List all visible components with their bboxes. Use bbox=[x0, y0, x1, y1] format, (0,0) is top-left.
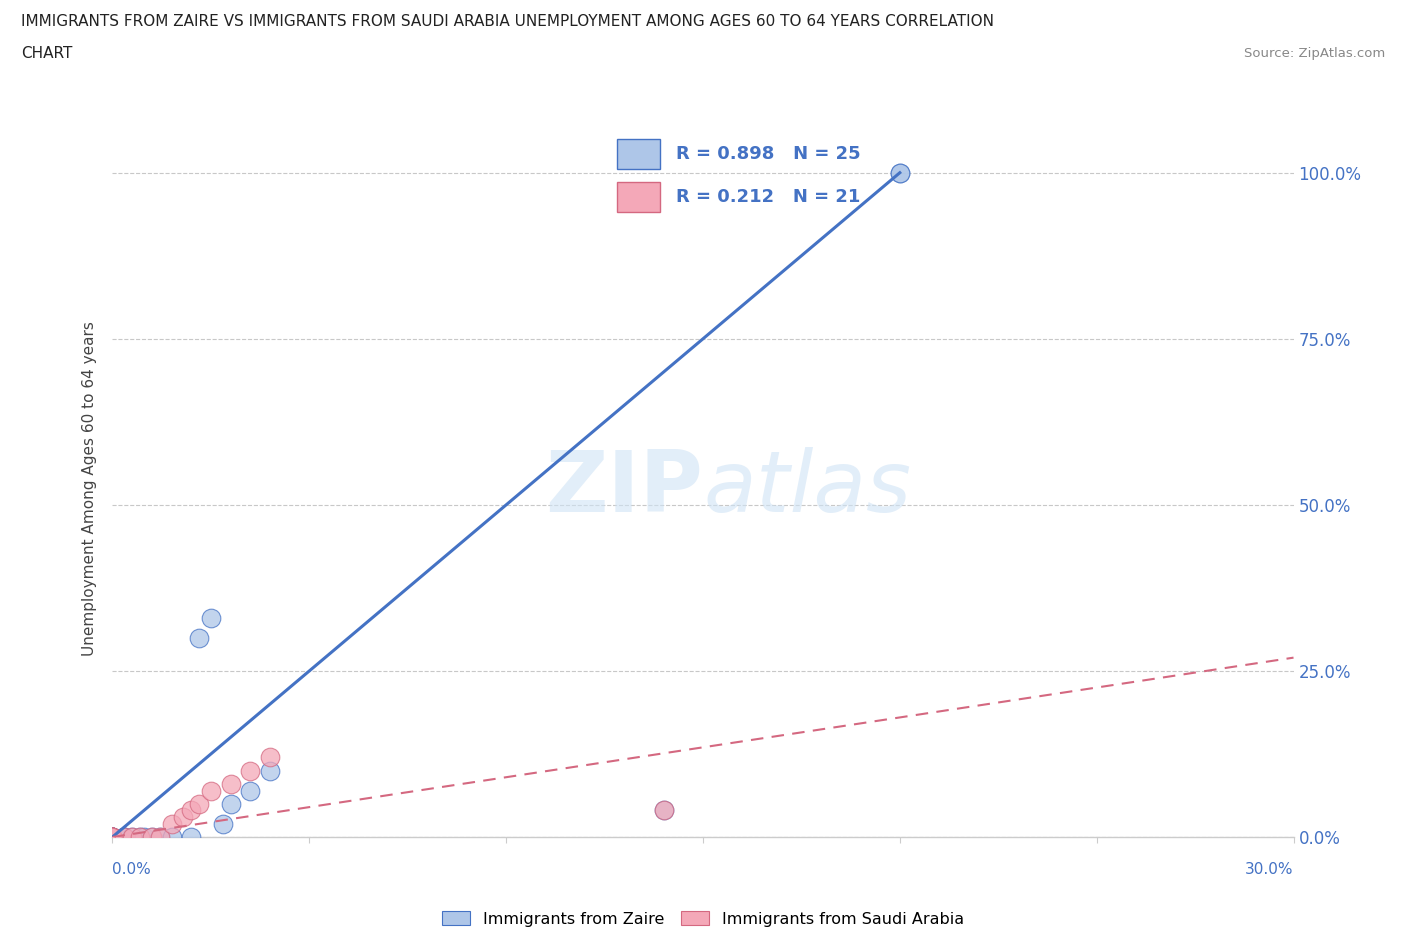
Point bbox=[259, 750, 281, 764]
Point bbox=[101, 830, 124, 844]
Point bbox=[101, 830, 124, 844]
Point bbox=[188, 796, 211, 811]
Point bbox=[259, 764, 281, 778]
Point bbox=[121, 830, 143, 844]
Text: R = 0.898   N = 25: R = 0.898 N = 25 bbox=[676, 145, 860, 164]
Point bbox=[101, 830, 124, 844]
Point bbox=[239, 783, 262, 798]
Point bbox=[160, 817, 183, 831]
Point bbox=[141, 830, 163, 844]
Point bbox=[101, 830, 124, 844]
Text: Source: ZipAtlas.com: Source: ZipAtlas.com bbox=[1244, 46, 1385, 60]
Point bbox=[121, 830, 143, 844]
Point bbox=[188, 631, 211, 645]
Point bbox=[101, 830, 124, 844]
Point bbox=[180, 830, 202, 844]
FancyBboxPatch shape bbox=[617, 182, 661, 212]
Text: 0.0%: 0.0% bbox=[112, 862, 152, 877]
Text: ZIP: ZIP bbox=[546, 446, 703, 530]
FancyBboxPatch shape bbox=[617, 140, 661, 169]
Point bbox=[101, 830, 124, 844]
Point bbox=[101, 830, 124, 844]
Point bbox=[889, 166, 911, 180]
Point bbox=[112, 830, 135, 844]
Point bbox=[101, 830, 124, 844]
Text: CHART: CHART bbox=[21, 46, 73, 61]
Point bbox=[219, 796, 242, 811]
Point bbox=[141, 830, 163, 844]
Point bbox=[129, 830, 152, 844]
Point bbox=[219, 777, 242, 791]
Point bbox=[101, 830, 124, 844]
Point bbox=[149, 830, 172, 844]
Point bbox=[172, 810, 194, 825]
Point bbox=[149, 830, 172, 844]
Y-axis label: Unemployment Among Ages 60 to 64 years: Unemployment Among Ages 60 to 64 years bbox=[82, 321, 97, 656]
Text: IMMIGRANTS FROM ZAIRE VS IMMIGRANTS FROM SAUDI ARABIA UNEMPLOYMENT AMONG AGES 60: IMMIGRANTS FROM ZAIRE VS IMMIGRANTS FROM… bbox=[21, 14, 994, 29]
Legend: Immigrants from Zaire, Immigrants from Saudi Arabia: Immigrants from Zaire, Immigrants from S… bbox=[441, 911, 965, 926]
Point bbox=[180, 803, 202, 817]
Point bbox=[101, 830, 124, 844]
Text: atlas: atlas bbox=[703, 446, 911, 530]
Point bbox=[889, 166, 911, 180]
Point bbox=[101, 830, 124, 844]
Point bbox=[211, 817, 233, 831]
Point bbox=[129, 830, 152, 844]
Point bbox=[112, 830, 135, 844]
Point bbox=[239, 764, 262, 778]
Text: 30.0%: 30.0% bbox=[1246, 862, 1294, 877]
Point bbox=[652, 803, 675, 817]
Point bbox=[101, 830, 124, 844]
Text: R = 0.212   N = 21: R = 0.212 N = 21 bbox=[676, 188, 860, 206]
Point bbox=[132, 830, 155, 844]
Point bbox=[200, 783, 222, 798]
Point bbox=[160, 830, 183, 844]
Point bbox=[101, 830, 124, 844]
Point bbox=[112, 830, 135, 844]
Point bbox=[101, 830, 124, 844]
Point bbox=[652, 803, 675, 817]
Point bbox=[200, 610, 222, 625]
